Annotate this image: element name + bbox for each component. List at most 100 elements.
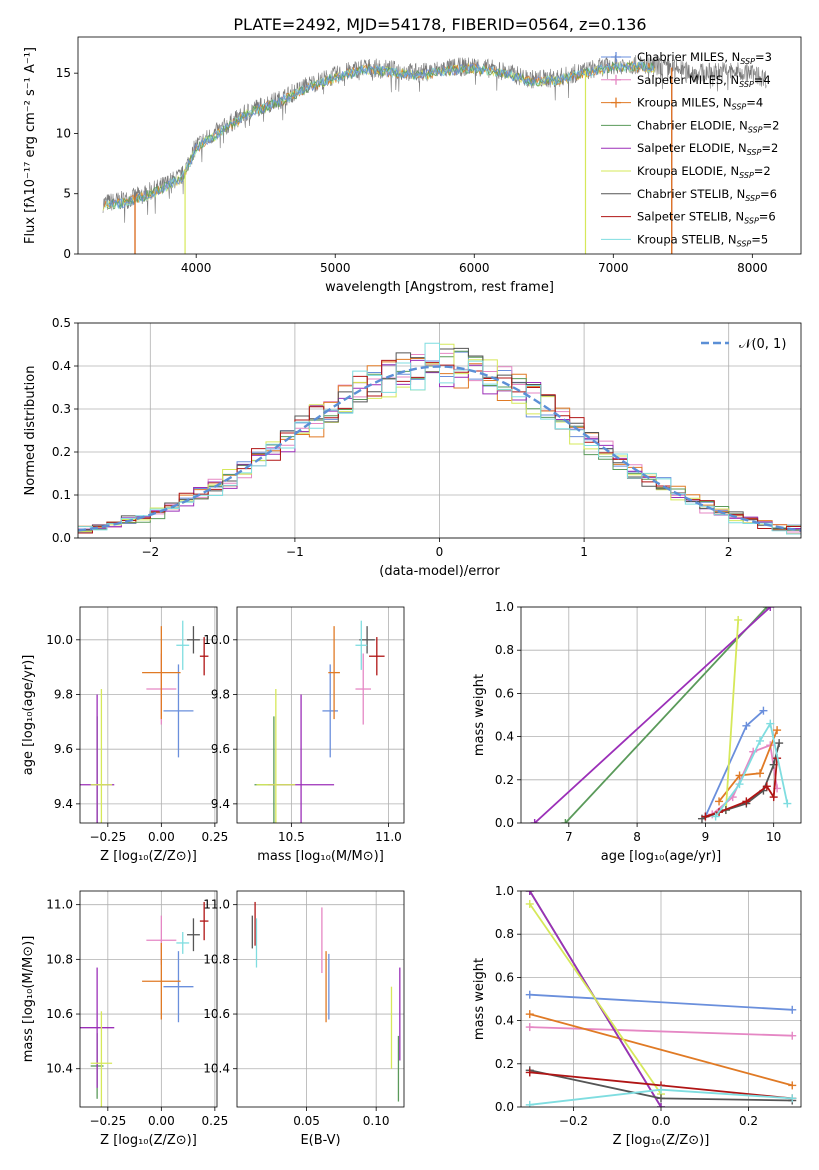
legend-model-name: Chabrier ELODIE, N [637, 118, 748, 132]
y-tick-label: 1.0 [495, 884, 514, 898]
y-axis-label: Normed distribution [23, 366, 38, 496]
x-tick-label: 0.2 [739, 1114, 758, 1128]
panel-mass_weight_vs_age: 7 8 9 10 0.0 0.2 0.4 0.6 0.8 1.0 age [log₁₀(age/yr… [472, 600, 802, 864]
y-tick-label: 9.4 [211, 797, 230, 811]
legend-entry: Kroupa STELIB, NSSP=5 [637, 232, 768, 248]
y-tick-label: 0.8 [495, 927, 514, 941]
x-tick-label: 0.25 [202, 1114, 229, 1128]
x-tick-label: −2 [141, 545, 159, 559]
legend-nssp: =2 [761, 141, 778, 155]
plot-area [254, 620, 385, 823]
x-tick-label: 0 [436, 545, 444, 559]
y-tick-label: 1.0 [495, 600, 514, 614]
y-tick-label: 0.1 [52, 488, 71, 502]
y-tick-label: 0.0 [495, 816, 514, 830]
x-axis-label: wavelength [Angstrom, rest frame] [325, 280, 554, 295]
panel-mass_vs_Z: −0.25 0.00 0.25 10.4 10.6 10.8 11.0 Z [log₁₀(Z/… [21, 890, 229, 1148]
y-tick-label: 5 [63, 187, 71, 201]
y-tick-label: 0.2 [495, 773, 514, 787]
x-tick-label: 7000 [598, 261, 629, 275]
y-tick-label: 10.6 [46, 1007, 73, 1021]
y-tick-label: 9.4 [54, 797, 73, 811]
panel-mass_vs_ebv: 0.05 0.10 10.4 10.6 10.8 11.0 E(B-V) [203, 890, 405, 1148]
axes-frame [520, 606, 802, 824]
mass-weight-series [704, 710, 764, 817]
x-tick-label: 0.05 [293, 1114, 320, 1128]
y-tick-label: 10.8 [203, 952, 230, 966]
plot-area [80, 620, 209, 823]
y-tick-label: 0.0 [52, 531, 71, 545]
legend-entry: 𝒩(0, 1) [739, 337, 786, 352]
y-tick-label: 15 [56, 66, 71, 80]
y-tick-label: 0.2 [495, 1057, 514, 1071]
mass-weight-series [564, 607, 768, 823]
panel-age_vs_mass: 10.5 11.0 9.4 9.6 9.8 10.0 mass [log₁₀(M/M⊙)] [203, 606, 405, 864]
model-spectrum [103, 60, 656, 208]
x-tick-label: 0.00 [148, 1114, 175, 1128]
y-tick-label: 10 [56, 126, 71, 140]
y-axis-label: age [log₁₀(age/yr)] [21, 655, 36, 776]
y-tick-label: 10.4 [203, 1062, 230, 1076]
x-tick-label: 4000 [181, 261, 212, 275]
mass-weight-series [705, 758, 778, 818]
legend-subscript: SSP [747, 148, 762, 157]
x-axis-label: Z [log₁₀(Z/Z⊙)] [613, 1133, 710, 1148]
legend-subscript: SSP [737, 239, 752, 248]
mass-weight-series [725, 619, 740, 811]
x-tick-label: −0.25 [89, 1114, 126, 1128]
y-tick-label: 10.4 [46, 1062, 73, 1076]
model-spectrum [108, 61, 655, 209]
y-tick-label: 10.0 [203, 633, 230, 647]
y-tick-label: 10.8 [46, 952, 73, 966]
x-tick-label: 10.5 [278, 830, 305, 844]
plot-area [530, 607, 792, 823]
legend-entry: Chabrier STELIB, NSSP=6 [637, 187, 777, 203]
panel-mass_weight_vs_Z: −0.2 0.0 0.2 0.0 0.2 0.4 0.6 0.8 1.0 Z [log₁₀(Z/Z… [472, 884, 802, 1148]
model-spectrum [105, 61, 655, 210]
y-tick-label: 9.6 [54, 742, 73, 756]
plot-area [251, 901, 401, 1102]
y-tick-label: 0.2 [52, 445, 71, 459]
legend-model-name: Salpeter MILES, N [637, 73, 739, 87]
x-tick-label: 8000 [737, 261, 768, 275]
y-tick-label: 9.8 [54, 687, 73, 701]
legend-nssp: =5 [751, 232, 768, 246]
mass-weight-series [529, 903, 662, 1095]
x-axis-label: mass [log₁₀(M/M⊙)] [257, 849, 384, 864]
legend-subscript: SSP [744, 217, 759, 226]
legend-nssp: =6 [760, 187, 777, 201]
x-tick-label: 0.10 [363, 1114, 390, 1128]
plot-area [525, 891, 797, 1107]
axes-frame [236, 890, 405, 1108]
x-tick-label: 9 [702, 830, 710, 844]
legend-nssp: =2 [763, 118, 780, 132]
x-tick-label: −1 [286, 545, 304, 559]
legend-nssp: =4 [746, 96, 763, 110]
x-axis-label: Z [log₁₀(Z/Z⊙)] [100, 1133, 197, 1148]
y-tick-label: 0.4 [495, 1014, 514, 1028]
y-tick-label: 0.5 [52, 316, 71, 330]
legend-subscript: SSP [745, 194, 760, 203]
axes-frame [77, 322, 802, 539]
x-tick-label: 0.00 [148, 830, 175, 844]
model-spectrum [106, 60, 655, 210]
y-tick-label: 0.8 [495, 643, 514, 657]
x-tick-label: 7 [565, 830, 573, 844]
plot-area [80, 901, 209, 1107]
x-tick-label: 5000 [320, 261, 351, 275]
y-tick-label: 11.0 [46, 898, 73, 912]
x-tick-label: 8 [633, 830, 641, 844]
axes-frame [77, 36, 802, 255]
legend-nssp: =4 [754, 73, 771, 87]
legend-entry: Kroupa MILES, NSSP=4 [637, 96, 763, 112]
x-tick-label: 10 [766, 830, 781, 844]
legend-model-name: Salpeter ELODIE, N [637, 141, 747, 155]
legend-entry: Kroupa ELODIE, NSSP=2 [637, 164, 771, 180]
y-axis-label: mass weight [472, 674, 487, 756]
plot-area [78, 342, 801, 535]
x-axis-label: age [log₁₀(age/yr)] [601, 849, 722, 864]
figure-title: PLATE=2492, MJD=54178, FIBERID=0564, z=0… [233, 15, 646, 34]
x-tick-label: 6000 [459, 261, 490, 275]
panel-spectrum: 4000 5000 6000 7000 8000 0 5 10 15 wavelength [An… [23, 36, 802, 295]
legend-entry: Salpeter MILES, NSSP=4 [637, 73, 771, 89]
